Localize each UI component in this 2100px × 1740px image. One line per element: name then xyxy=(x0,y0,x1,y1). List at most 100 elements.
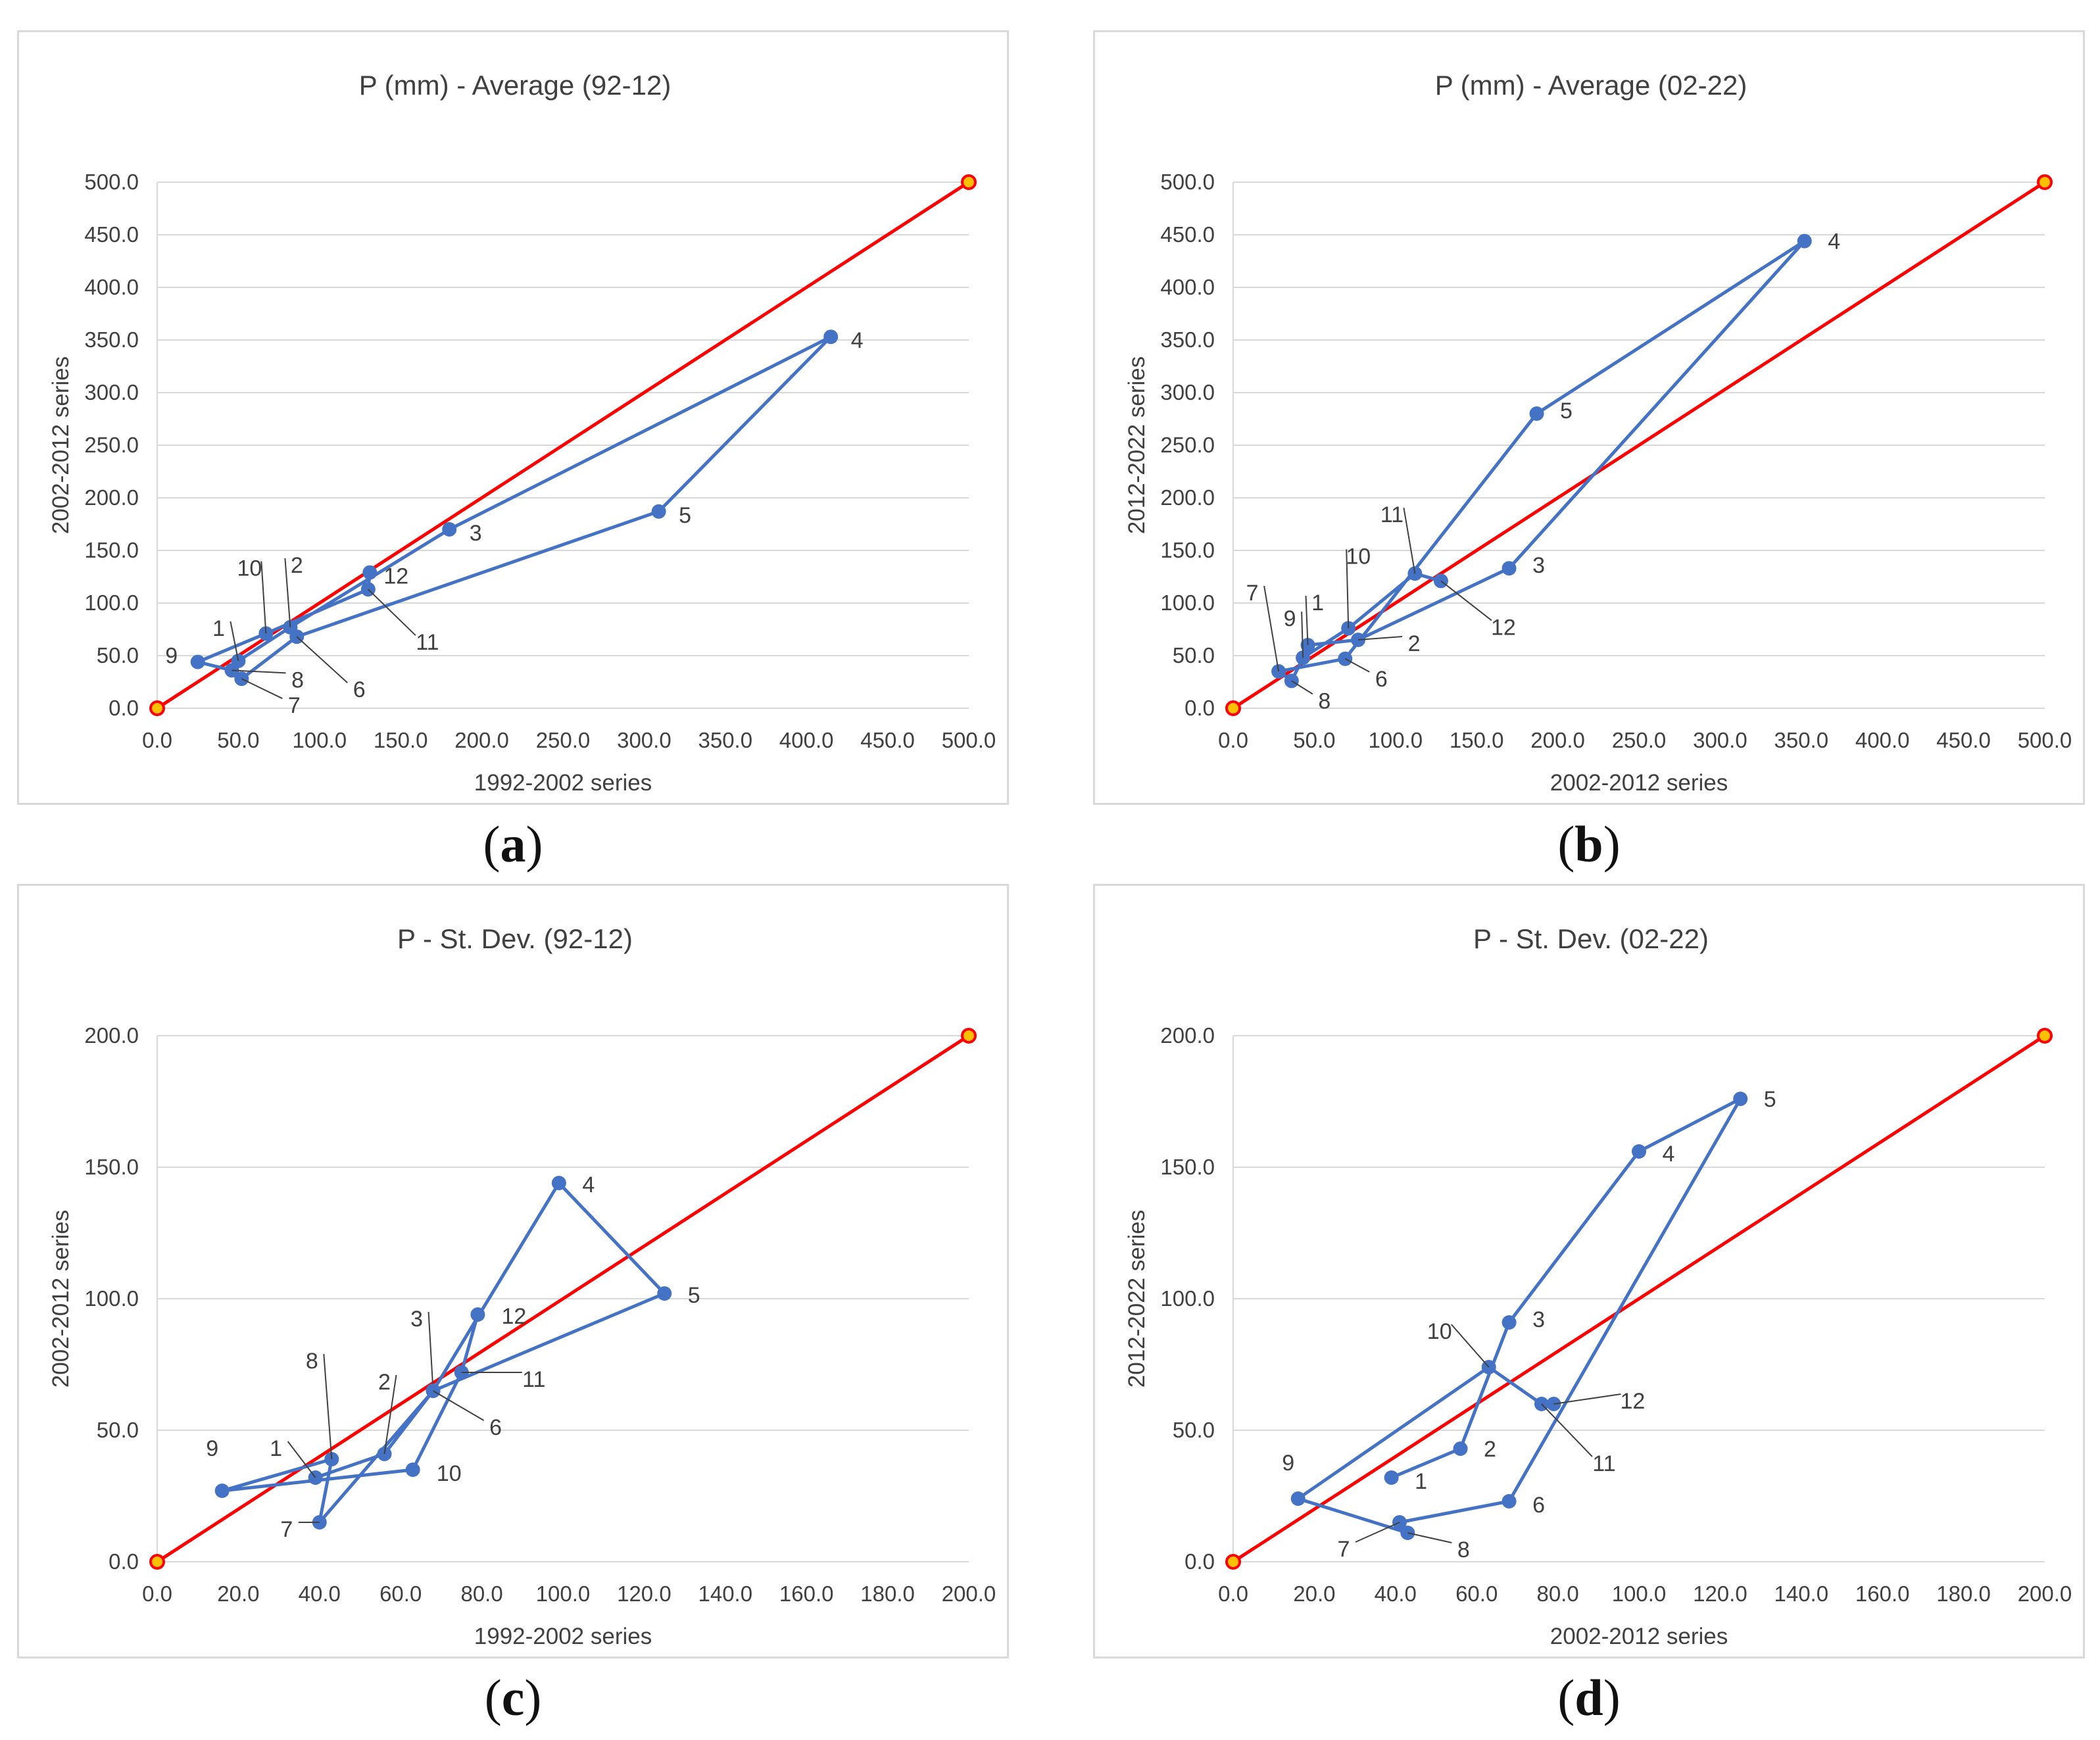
x-tick-label: 160.0 xyxy=(1855,1582,1910,1606)
data-label-2: 2 xyxy=(1484,1437,1496,1462)
label-leader-line xyxy=(1344,658,1370,673)
label-leader-line xyxy=(1263,585,1280,672)
y-axis-label: 2002-2012 series xyxy=(48,1210,74,1388)
x-tick-label: 100.0 xyxy=(1612,1582,1667,1606)
y-tick-label: 200.0 xyxy=(1160,485,1215,510)
label-leader-line xyxy=(1305,595,1309,646)
data-label-10: 10 xyxy=(437,1461,462,1486)
data-label-6: 6 xyxy=(1375,667,1388,692)
data-label-8: 8 xyxy=(291,667,304,692)
y-tick-label: 350.0 xyxy=(1160,327,1215,352)
data-label-7: 7 xyxy=(288,693,301,718)
label-leader-line xyxy=(1440,580,1492,621)
x-tick-label: 80.0 xyxy=(460,1582,502,1606)
data-label-2: 2 xyxy=(291,553,303,578)
data-point-9 xyxy=(190,654,205,669)
data-label-9: 9 xyxy=(206,1436,218,1461)
x-axis-label: 2002-2012 series xyxy=(1550,1624,1728,1649)
data-label-9: 9 xyxy=(1282,1451,1294,1476)
data-label-4: 4 xyxy=(851,328,864,353)
data-point-1 xyxy=(1384,1470,1399,1485)
data-label-11: 11 xyxy=(1592,1451,1615,1476)
label-leader-line xyxy=(241,678,283,700)
y-tick-label: 100.0 xyxy=(1160,1286,1215,1311)
label-leader-line xyxy=(1553,1393,1621,1405)
label-leader-line xyxy=(1291,680,1313,695)
x-tick-label: 450.0 xyxy=(1936,728,1991,752)
data-label-1: 1 xyxy=(1415,1469,1427,1494)
data-label-3: 3 xyxy=(410,1307,423,1332)
data-label-3: 3 xyxy=(1532,553,1545,578)
y-tick-label: 350.0 xyxy=(84,327,139,352)
chart-frame-d: P - St. Dev. (02-22) 0.0 50.0 100.0 150.0 200… xyxy=(1093,884,2085,1658)
y-tick-label: 0.0 xyxy=(109,1549,139,1574)
x-tick-label: 180.0 xyxy=(1936,1582,1991,1606)
x-tick-label: 0.0 xyxy=(142,1582,172,1606)
x-tick-label: 40.0 xyxy=(299,1582,341,1606)
data-label-1: 1 xyxy=(270,1436,282,1461)
data-point-3 xyxy=(442,522,457,537)
data-label-6: 6 xyxy=(1532,1493,1545,1518)
label-leader-line xyxy=(1403,508,1416,574)
x-tick-label: 450.0 xyxy=(860,728,915,752)
data-label-7: 7 xyxy=(1246,581,1259,606)
y-tick-label: 50.0 xyxy=(97,1418,139,1442)
y-tick-label: 100.0 xyxy=(1160,591,1215,615)
data-label-6: 6 xyxy=(489,1415,502,1440)
data-label-3: 3 xyxy=(470,521,482,546)
data-label-5: 5 xyxy=(1560,399,1573,423)
y-tick-label: 0.0 xyxy=(109,696,139,720)
y-tick-label: 500.0 xyxy=(84,170,139,194)
data-point-5 xyxy=(651,504,666,519)
data-point-6 xyxy=(1502,1494,1517,1509)
x-tick-label: 20.0 xyxy=(1293,1582,1335,1606)
label-leader-line xyxy=(260,561,267,634)
chart-svg-c: P - St. Dev. (92-12)0.050.0100.0150.0200… xyxy=(48,923,996,1649)
label-leader-line xyxy=(230,621,239,662)
label-leader-line xyxy=(427,1311,434,1391)
data-point-1 xyxy=(1300,638,1315,652)
x-tick-label: 120.0 xyxy=(1693,1582,1747,1606)
x-tick-label: 300.0 xyxy=(1693,728,1747,752)
data-point-2 xyxy=(1453,1441,1468,1456)
reference-marker xyxy=(2037,174,2053,190)
x-tick-label: 200.0 xyxy=(1530,728,1585,752)
label-leader-line xyxy=(1355,1522,1400,1543)
label-leader-line xyxy=(1407,1532,1452,1543)
x-tick-label: 200.0 xyxy=(454,728,509,752)
label-leader-line xyxy=(1346,549,1350,629)
data-point-5 xyxy=(657,1286,672,1301)
x-tick-label: 60.0 xyxy=(379,1582,422,1606)
x-tick-label: 140.0 xyxy=(698,1582,753,1606)
y-tick-label: 150.0 xyxy=(1160,538,1215,562)
data-label-12: 12 xyxy=(383,564,408,589)
y-tick-label: 450.0 xyxy=(1160,222,1215,247)
reference-marker xyxy=(149,700,165,716)
y-tick-label: 450.0 xyxy=(84,222,139,247)
data-point-4 xyxy=(1797,233,1812,249)
chart-svg-d: P - St. Dev. (02-22)0.050.0100.0150.0200… xyxy=(1124,923,2072,1649)
x-tick-label: 100.0 xyxy=(293,728,347,752)
data-label-8: 8 xyxy=(306,1349,318,1374)
label-leader-line xyxy=(287,1441,316,1478)
data-label-4: 4 xyxy=(582,1172,595,1197)
reference-marker xyxy=(1225,1554,1241,1570)
reference-marker xyxy=(2037,1028,2053,1044)
data-point-4 xyxy=(823,329,839,345)
label-leader-line xyxy=(383,1374,397,1455)
x-tick-label: 350.0 xyxy=(1774,728,1829,752)
x-tick-label: 150.0 xyxy=(1450,728,1504,752)
x-tick-label: 0.0 xyxy=(1218,728,1248,752)
x-tick-label: 60.0 xyxy=(1455,1582,1498,1606)
y-tick-label: 200.0 xyxy=(84,485,139,510)
label-leader-line xyxy=(368,589,416,636)
data-label-11: 11 xyxy=(1380,502,1404,527)
y-tick-label: 150.0 xyxy=(84,538,139,562)
caption-a: (a) xyxy=(483,815,543,873)
y-tick-label: 250.0 xyxy=(84,433,139,457)
series-line xyxy=(1296,1097,1742,1535)
data-point-5 xyxy=(1733,1092,1748,1106)
data-label-11: 11 xyxy=(416,630,439,655)
data-label-4: 4 xyxy=(1828,230,1840,254)
y-tick-label: 200.0 xyxy=(1160,1023,1215,1048)
